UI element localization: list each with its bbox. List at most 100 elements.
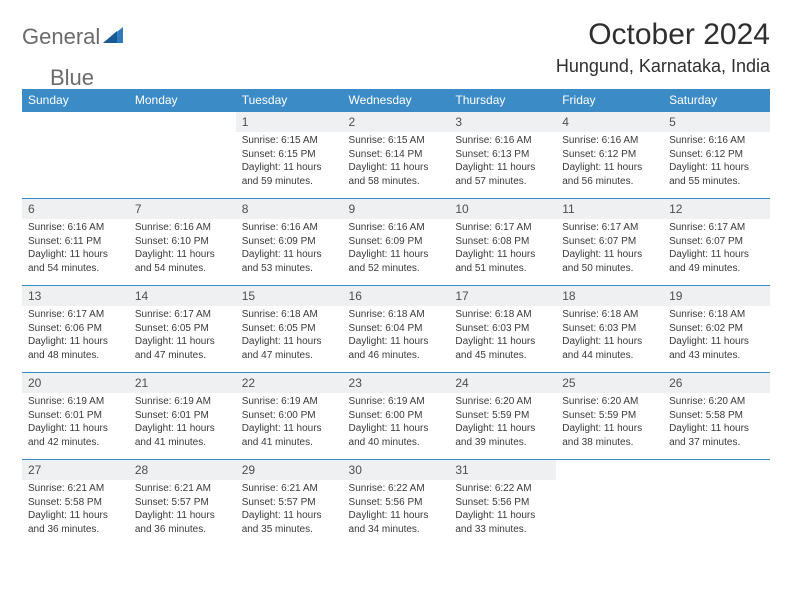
sunset-text: Sunset: 5:57 PM [242, 496, 337, 510]
date-info-cell: Sunrise: 6:19 AMSunset: 6:00 PMDaylight:… [343, 393, 450, 460]
date-number-row: 2728293031 [22, 460, 770, 481]
daylight-text: Daylight: 11 hours and 49 minutes. [669, 248, 764, 275]
daylight-text: Daylight: 11 hours and 47 minutes. [242, 335, 337, 362]
sunset-text: Sunset: 6:01 PM [135, 409, 230, 423]
date-info-row: Sunrise: 6:16 AMSunset: 6:11 PMDaylight:… [22, 219, 770, 286]
sunrise-text: Sunrise: 6:18 AM [349, 308, 444, 322]
sunset-text: Sunset: 5:56 PM [455, 496, 550, 510]
date-number-cell [663, 460, 770, 481]
sunrise-text: Sunrise: 6:17 AM [28, 308, 123, 322]
day-header-row: Sunday Monday Tuesday Wednesday Thursday… [22, 89, 770, 112]
date-info-cell: Sunrise: 6:21 AMSunset: 5:57 PMDaylight:… [129, 480, 236, 546]
sunrise-text: Sunrise: 6:15 AM [242, 134, 337, 148]
sunrise-text: Sunrise: 6:18 AM [242, 308, 337, 322]
date-number-cell: 27 [22, 460, 129, 481]
date-number-row: 20212223242526 [22, 373, 770, 394]
date-info-cell: Sunrise: 6:17 AMSunset: 6:05 PMDaylight:… [129, 306, 236, 373]
day-header: Sunday [22, 89, 129, 112]
sunrise-text: Sunrise: 6:19 AM [242, 395, 337, 409]
day-header: Thursday [449, 89, 556, 112]
date-info-cell: Sunrise: 6:16 AMSunset: 6:12 PMDaylight:… [663, 132, 770, 199]
page-header: General October 2024 Hungund, Karnataka,… [22, 18, 770, 77]
sunset-text: Sunset: 6:15 PM [242, 148, 337, 162]
date-number-row: 13141516171819 [22, 286, 770, 307]
date-info-cell: Sunrise: 6:20 AMSunset: 5:59 PMDaylight:… [449, 393, 556, 460]
sunrise-text: Sunrise: 6:19 AM [349, 395, 444, 409]
date-info-cell: Sunrise: 6:15 AMSunset: 6:15 PMDaylight:… [236, 132, 343, 199]
sunrise-text: Sunrise: 6:21 AM [28, 482, 123, 496]
daylight-text: Daylight: 11 hours and 41 minutes. [135, 422, 230, 449]
date-info-cell: Sunrise: 6:21 AMSunset: 5:57 PMDaylight:… [236, 480, 343, 546]
sunrise-text: Sunrise: 6:17 AM [669, 221, 764, 235]
date-info-cell: Sunrise: 6:16 AMSunset: 6:13 PMDaylight:… [449, 132, 556, 199]
sunset-text: Sunset: 5:57 PM [135, 496, 230, 510]
date-number-cell: 13 [22, 286, 129, 307]
sunset-text: Sunset: 5:59 PM [455, 409, 550, 423]
sunrise-text: Sunrise: 6:21 AM [242, 482, 337, 496]
date-info-cell [129, 132, 236, 199]
sunset-text: Sunset: 6:11 PM [28, 235, 123, 249]
date-number-row: 12345 [22, 112, 770, 133]
date-number-cell: 19 [663, 286, 770, 307]
daylight-text: Daylight: 11 hours and 41 minutes. [242, 422, 337, 449]
daylight-text: Daylight: 11 hours and 42 minutes. [28, 422, 123, 449]
date-number-cell: 8 [236, 199, 343, 220]
sunset-text: Sunset: 6:00 PM [349, 409, 444, 423]
date-info-cell: Sunrise: 6:20 AMSunset: 5:59 PMDaylight:… [556, 393, 663, 460]
date-number-cell: 10 [449, 199, 556, 220]
sunset-text: Sunset: 6:08 PM [455, 235, 550, 249]
sunset-text: Sunset: 5:56 PM [349, 496, 444, 510]
sunrise-text: Sunrise: 6:16 AM [669, 134, 764, 148]
sunset-text: Sunset: 6:12 PM [562, 148, 657, 162]
date-info-cell: Sunrise: 6:17 AMSunset: 6:07 PMDaylight:… [663, 219, 770, 286]
daylight-text: Daylight: 11 hours and 36 minutes. [28, 509, 123, 536]
date-info-cell: Sunrise: 6:19 AMSunset: 6:01 PMDaylight:… [129, 393, 236, 460]
calendar-page: General October 2024 Hungund, Karnataka,… [0, 0, 792, 564]
date-info-cell: Sunrise: 6:18 AMSunset: 6:03 PMDaylight:… [449, 306, 556, 373]
daylight-text: Daylight: 11 hours and 34 minutes. [349, 509, 444, 536]
logo-triangle-icon [102, 25, 124, 50]
sunset-text: Sunset: 6:09 PM [242, 235, 337, 249]
sunrise-text: Sunrise: 6:16 AM [455, 134, 550, 148]
date-info-cell: Sunrise: 6:22 AMSunset: 5:56 PMDaylight:… [343, 480, 450, 546]
day-header: Monday [129, 89, 236, 112]
date-info-cell: Sunrise: 6:21 AMSunset: 5:58 PMDaylight:… [22, 480, 129, 546]
daylight-text: Daylight: 11 hours and 51 minutes. [455, 248, 550, 275]
date-info-row: Sunrise: 6:17 AMSunset: 6:06 PM Daylight:… [22, 306, 770, 373]
sunset-text: Sunset: 6:05 PM [135, 322, 230, 336]
sunset-text: Sunset: 5:58 PM [669, 409, 764, 423]
sunrise-text: Sunrise: 6:16 AM [562, 134, 657, 148]
sunrise-text: Sunrise: 6:19 AM [28, 395, 123, 409]
daylight-text: Daylight: 11 hours and 57 minutes. [455, 161, 550, 188]
date-number-cell: 20 [22, 373, 129, 394]
title-block: October 2024 Hungund, Karnataka, India [556, 18, 770, 77]
daylight-text: Daylight: 11 hours and 58 minutes. [349, 161, 444, 188]
month-title: October 2024 [556, 18, 770, 52]
sunset-text: Sunset: 6:00 PM [242, 409, 337, 423]
sunset-text: Sunset: 6:09 PM [349, 235, 444, 249]
daylight-text: Daylight: 11 hours and 38 minutes. [562, 422, 657, 449]
day-header: Friday [556, 89, 663, 112]
date-info-cell: Sunrise: 6:20 AMSunset: 5:58 PMDaylight:… [663, 393, 770, 460]
date-number-cell: 11 [556, 199, 663, 220]
sunset-text: Sunset: 6:06 PM [28, 322, 123, 336]
calendar-body: 12345 Sunrise: 6:15 AMSunset: 6:15 PM Day… [22, 112, 770, 547]
date-number-cell: 7 [129, 199, 236, 220]
date-number-cell: 18 [556, 286, 663, 307]
date-number-cell: 24 [449, 373, 556, 394]
date-info-row: Sunrise: 6:15 AMSunset: 6:15 PM Daylight:… [22, 132, 770, 199]
daylight-text: Daylight: 11 hours and 54 minutes. [135, 248, 230, 275]
date-number-cell: 12 [663, 199, 770, 220]
date-info-cell: Sunrise: 6:18 AMSunset: 6:05 PMDaylight:… [236, 306, 343, 373]
date-number-cell [22, 112, 129, 133]
date-number-cell: 29 [236, 460, 343, 481]
date-number-cell: 25 [556, 373, 663, 394]
date-number-cell: 4 [556, 112, 663, 133]
daylight-text: Daylight: 11 hours and 36 minutes. [135, 509, 230, 536]
date-number-cell: 21 [129, 373, 236, 394]
day-header: Tuesday [236, 89, 343, 112]
date-number-cell: 6 [22, 199, 129, 220]
sunrise-text: Sunrise: 6:20 AM [669, 395, 764, 409]
day-header: Wednesday [343, 89, 450, 112]
date-info-row: Sunrise: 6:21 AMSunset: 5:58 PMDaylight:… [22, 480, 770, 546]
